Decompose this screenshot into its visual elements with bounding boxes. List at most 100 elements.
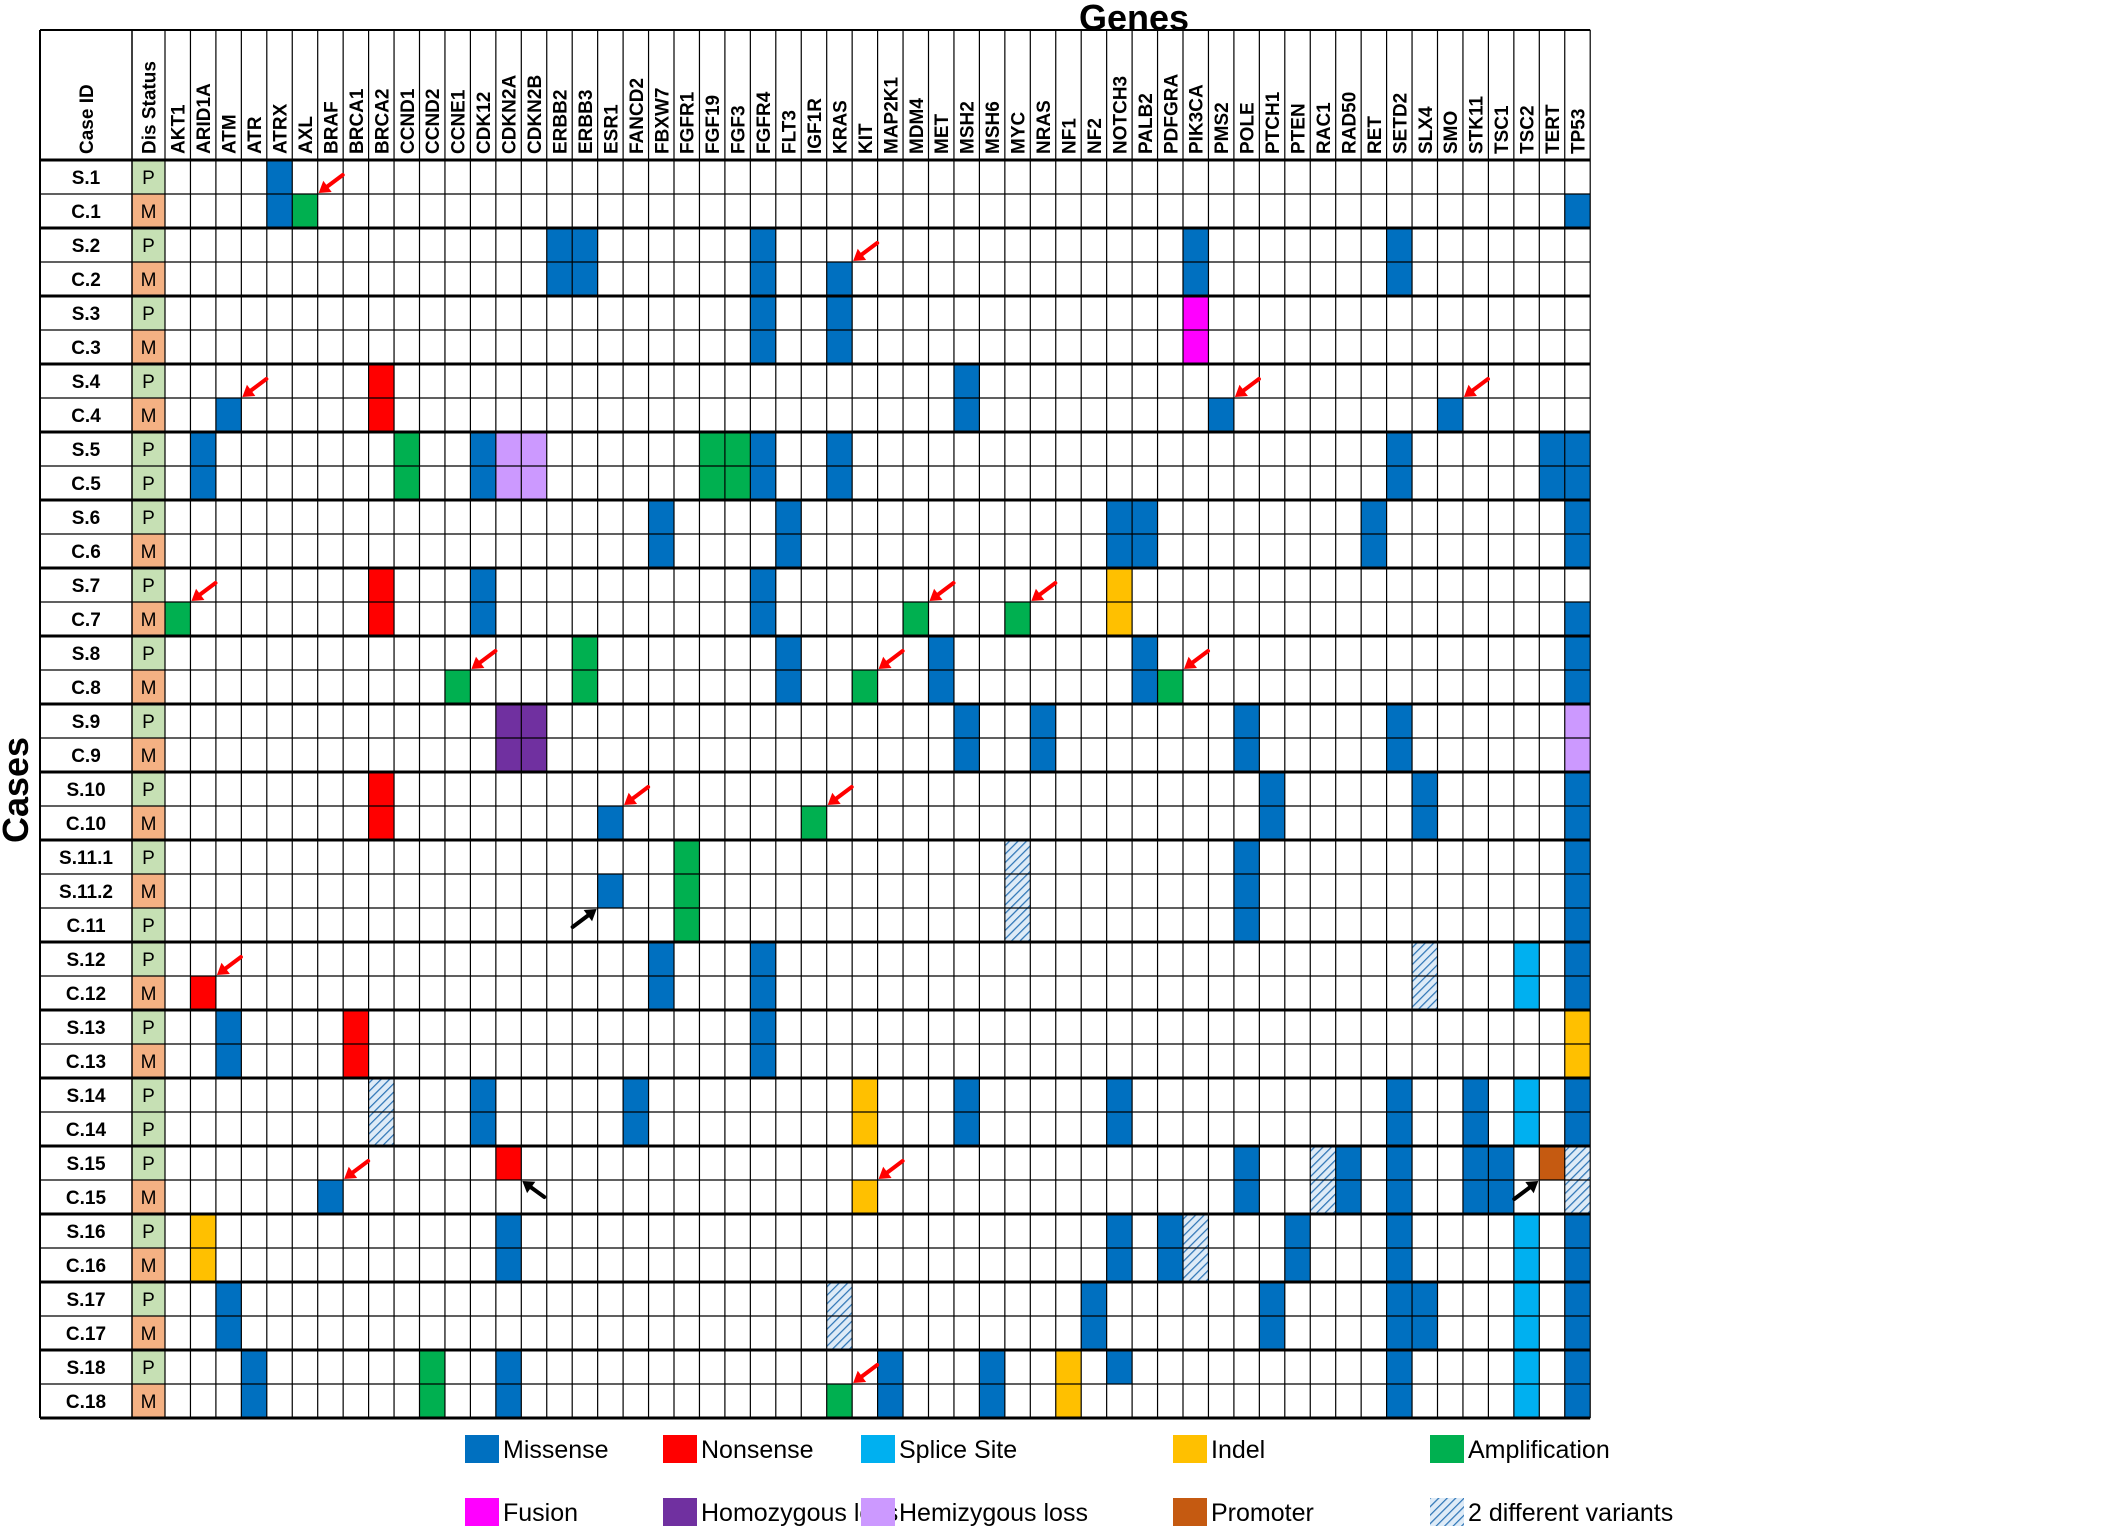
cell-c-10-brca2	[368, 806, 395, 840]
cell-s-14-notch3	[1106, 1078, 1133, 1112]
cell-c-7-myc	[1004, 602, 1031, 636]
column-header-dis-status: Dis Status	[140, 61, 161, 154]
cell-s-13-tp53	[1564, 1010, 1591, 1044]
cell-s-8-palb2	[1132, 636, 1158, 670]
cell-s-8-erbb3	[572, 636, 598, 670]
legend-label: Missense	[503, 1436, 609, 1464]
status-cell	[132, 840, 165, 874]
status-label: P	[142, 1120, 155, 1141]
cell-s-16-arid1a	[190, 1214, 216, 1248]
status-cell	[132, 1350, 165, 1384]
arrow-c-18-kras	[853, 1363, 880, 1383]
gene-header-mdm4: MDM4	[907, 98, 928, 154]
case-label: C.14	[66, 1120, 107, 1141]
case-label: C.8	[71, 678, 101, 699]
arrow-c-4-atm	[242, 377, 269, 397]
cell-c-9-cdkn2b	[521, 738, 547, 772]
cell-s-4-msh2	[953, 364, 980, 398]
cell-c-6-fbxw7	[648, 534, 674, 568]
arrow-c-1-axl	[318, 173, 345, 193]
case-label: S.17	[66, 1290, 105, 1311]
gene-header-atm: ATM	[220, 114, 241, 154]
gene-header-fgfr1: FGFR1	[678, 91, 699, 154]
case-label: S.18	[66, 1358, 105, 1379]
cell-c-11-fgfr1	[674, 908, 700, 942]
cell-s-17-kras	[826, 1282, 853, 1316]
cell-c-5-arid1a	[190, 466, 216, 500]
gene-header-palb2: PALB2	[1136, 93, 1157, 154]
cell-s-2-pik3ca	[1183, 228, 1209, 262]
status-label: M	[141, 542, 157, 563]
case-label: S.15	[66, 1154, 106, 1175]
legend-swatch	[465, 1498, 499, 1526]
case-label: C.11	[66, 916, 106, 937]
gene-header-akt1: AKT1	[169, 104, 190, 154]
cell-s-6-notch3	[1106, 500, 1133, 534]
cell-c-5-setd2	[1386, 466, 1413, 500]
gene-header-pole: POLE	[1238, 102, 1259, 154]
cell-c-14-tsc2	[1513, 1112, 1540, 1146]
status-label: P	[142, 168, 155, 189]
status-label: M	[141, 1188, 157, 1209]
cell-c-18-map2k1	[877, 1384, 904, 1418]
case-label: S.7	[72, 576, 101, 597]
cell-s-12-fbxw7	[648, 942, 674, 976]
cell-c-5-cdkn2b	[521, 466, 547, 500]
cell-s-6-fbxw7	[648, 500, 674, 534]
gene-header-setd2: SETD2	[1390, 93, 1411, 154]
cell-s-3-pik3ca	[1183, 296, 1209, 330]
status-cell	[132, 704, 165, 738]
cell-s-6-flt3	[775, 500, 802, 534]
cell-s-15-tert	[1539, 1146, 1565, 1180]
legend-label: Amplification	[1468, 1436, 1610, 1464]
cell-c-14-fancd2	[623, 1112, 649, 1146]
cell-c-9-pole	[1233, 738, 1260, 772]
cell-s-14-tp53	[1564, 1078, 1591, 1112]
cell-s-9-tp53	[1564, 704, 1591, 738]
gene-header-tert: TERT	[1543, 104, 1564, 154]
gene-header-esr1: ESR1	[601, 104, 622, 154]
case-label: S.9	[72, 712, 101, 733]
gene-header-cdkn2b: CDKN2B	[525, 75, 546, 154]
cell-s-14-msh2	[953, 1078, 980, 1112]
cell-s-16-setd2	[1386, 1214, 1413, 1248]
cell-s-11-2-tp53	[1564, 874, 1591, 908]
status-label: M	[141, 814, 157, 835]
status-cell	[132, 364, 165, 398]
cell-c-10-ptch1	[1259, 806, 1285, 840]
cell-c-15-rad50	[1335, 1180, 1362, 1214]
legend-swatch	[861, 1435, 895, 1463]
gene-header-brca1: BRCA1	[347, 88, 368, 154]
cell-c-7-brca2	[368, 602, 395, 636]
cell-c-7-akt1	[165, 602, 191, 636]
cell-c-17-tp53	[1564, 1316, 1591, 1350]
grid-layer	[39, 29, 1591, 1420]
status-label: P	[142, 508, 155, 529]
legend-label: Hemizygous loss	[899, 1499, 1088, 1527]
cell-s-9-pole	[1233, 704, 1260, 738]
status-cell	[132, 1078, 165, 1112]
cell-s-7-brca2	[368, 568, 395, 602]
cell-c-18-ccnd2	[419, 1384, 445, 1418]
cell-c-17-tsc2	[1513, 1316, 1540, 1350]
cell-c-5-ccnd1	[394, 466, 420, 500]
cell-s-9-nras	[1030, 704, 1056, 738]
gene-header-cdkn2a: CDKN2A	[500, 75, 521, 154]
cell-s-5-setd2	[1386, 432, 1413, 466]
legend-label: Promoter	[1211, 1499, 1314, 1527]
legend-label: Nonsense	[701, 1436, 814, 1464]
case-label: S.2	[72, 236, 101, 257]
case-label: S.1	[72, 168, 101, 189]
gene-header-axl: AXL	[296, 116, 317, 154]
status-cell	[132, 908, 165, 942]
cell-c-2-pik3ca	[1183, 262, 1209, 296]
gene-header-ret: RET	[1365, 116, 1386, 154]
status-cell	[132, 874, 165, 908]
status-cell	[132, 330, 165, 364]
cell-c-16-cdkn2a	[495, 1248, 522, 1282]
cell-s-15-cdkn2a	[495, 1146, 522, 1180]
cell-s-18-nf1	[1055, 1350, 1082, 1384]
cell-s-5-kras	[826, 432, 853, 466]
status-cell	[132, 806, 165, 840]
status-cell	[132, 432, 165, 466]
